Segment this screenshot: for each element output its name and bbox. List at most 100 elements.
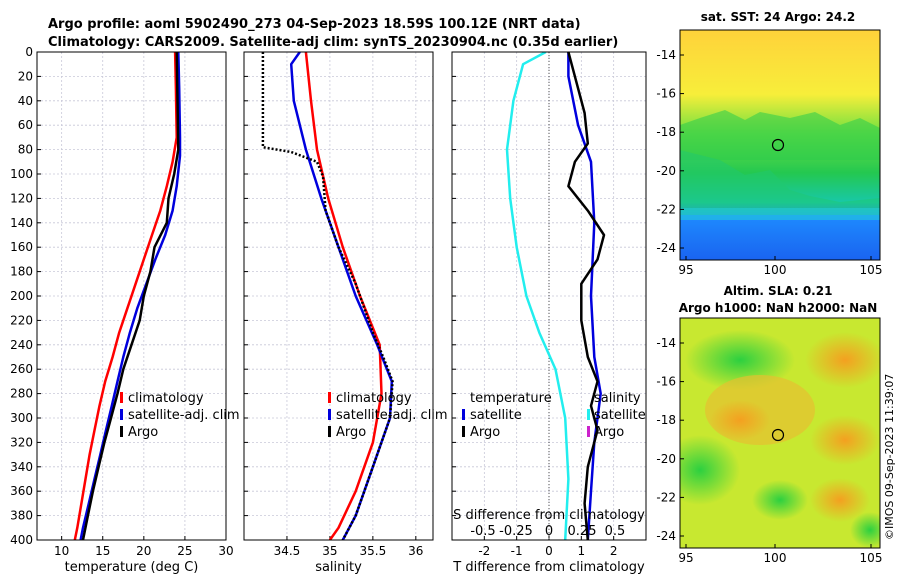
difference-panel: -2 -1 0 1 2 T difference from climatology temp… <box>451 51 647 575</box>
sla-map-title-2: Argo h1000: NaN h2000: NaN <box>679 301 878 315</box>
y-tick-label: 160 <box>10 240 33 254</box>
y-tick-label: 120 <box>10 191 33 205</box>
legend-label: satellite <box>470 408 522 423</box>
x-tick-label: 30 <box>218 544 233 558</box>
y-tick-label: 260 <box>10 362 33 376</box>
map-y-tick-label: -24 <box>656 241 676 255</box>
y-tick-label: 140 <box>10 216 33 230</box>
legend-label: salinity <box>594 391 641 406</box>
map-x-tick-label: 100 <box>764 263 787 277</box>
x-tick-label: 10 <box>54 544 69 558</box>
legend-label: satellite-adj. clim <box>128 408 240 423</box>
legend-swatch <box>328 409 331 420</box>
plot-frame <box>451 51 647 541</box>
y-tick-label: 320 <box>10 435 33 449</box>
s-tick-label: 0.5 <box>605 524 626 539</box>
x-tick-label: 2 <box>610 544 618 558</box>
map-y-tick-label: -18 <box>656 125 676 139</box>
legend-swatch <box>120 392 123 403</box>
x-tick-label: 1 <box>578 544 586 558</box>
s-tick-label: 0.25 <box>568 524 597 539</box>
map-y-tick-label: -18 <box>656 413 676 427</box>
y-tick-label: 100 <box>10 167 33 181</box>
map-x-tick-label: 95 <box>678 263 693 277</box>
sla-map-frame <box>679 317 881 549</box>
x-tick-label: 34.5 <box>274 544 301 558</box>
s-tick-label: -0.5 <box>470 524 495 539</box>
legend-label: Argo <box>128 425 158 440</box>
sst-argo-location-marker <box>771 138 785 152</box>
sst-map-image <box>680 30 880 260</box>
legend-label: Argo <box>470 425 500 440</box>
map-y-tick-label: -20 <box>656 452 676 466</box>
y-tick-label: 180 <box>10 265 33 279</box>
legend-label: satellite <box>594 408 646 423</box>
legend-swatch <box>462 426 465 437</box>
x-tick-label: 36 <box>408 544 423 558</box>
x-axis-label: T difference from climatology <box>452 560 645 575</box>
sla-argo-location-marker <box>771 428 785 442</box>
y-tick-label: 60 <box>18 118 33 132</box>
y-tick-label: 20 <box>18 69 33 83</box>
sla-map-image <box>680 318 880 548</box>
legend-label: climatology <box>336 391 412 406</box>
legend-swatch <box>120 409 123 420</box>
legend-label: temperature <box>470 391 552 406</box>
x-tick-label: 35 <box>322 544 337 558</box>
legend-label: Argo <box>336 425 366 440</box>
plot-frame <box>36 51 227 541</box>
map-x-tick-label: 95 <box>678 551 693 565</box>
y-tick-label: 240 <box>10 338 33 352</box>
sst-map-frame <box>679 29 881 261</box>
s-tick-label: 0 <box>545 524 553 539</box>
map-y-tick-label: -16 <box>656 87 676 101</box>
series-line-argo <box>261 52 394 540</box>
x-tick-label: 0 <box>545 544 553 558</box>
map-x-tick-label: 105 <box>860 263 883 277</box>
legend-swatch <box>587 409 590 420</box>
series-group <box>73 52 182 540</box>
series-group <box>505 52 606 540</box>
map-x-tick-label: 105 <box>860 551 883 565</box>
legend-swatch <box>587 426 590 437</box>
x-tick-label: -1 <box>511 544 523 558</box>
y-tick-label: 200 <box>10 289 33 303</box>
legend-swatch <box>462 409 465 420</box>
legend-label: Argo <box>594 425 624 440</box>
series-line-argo <box>81 52 180 540</box>
series-line-s-argo <box>567 52 606 540</box>
plot-frame <box>243 51 434 541</box>
legend-swatch <box>328 392 331 403</box>
map-y-tick-label: -14 <box>656 48 676 62</box>
sst-map-title: sat. SST: 24 Argo: 24.2 <box>701 10 855 24</box>
map-x-tick-label: 100 <box>764 551 787 565</box>
y-tick-label: 0 <box>25 45 33 59</box>
y-tick-label: 340 <box>10 460 33 474</box>
x-axis-label: salinity <box>315 560 362 575</box>
temperature-panel: 10 15 20 25 30020406080100120140160180200220… <box>10 45 240 575</box>
y-tick-label: 380 <box>10 509 33 523</box>
title-line-2: Climatology: CARS2009. Satellite-adj cli… <box>48 35 618 50</box>
sst-map-axes: 95 100 105 -14 -16 -18 -20 -22 -24 <box>656 48 882 277</box>
sla-map-axes: 95 100 105 -14 -16 -18 -20 -22 -24 <box>656 336 882 565</box>
x-tick-label: 20 <box>136 544 151 558</box>
y-tick-label: 300 <box>10 411 33 425</box>
y-tick-label: 280 <box>10 387 33 401</box>
x-tick-label: -2 <box>478 544 490 558</box>
y-tick-label: 360 <box>10 484 33 498</box>
legend-swatch <box>328 426 331 437</box>
x-tick-label: 15 <box>95 544 110 558</box>
x-axis-label: temperature (deg C) <box>65 560 199 575</box>
series-line-t-satellite <box>505 52 570 540</box>
x-tick-label: 35.5 <box>360 544 387 558</box>
y-tick-label: 400 <box>10 533 33 547</box>
map-y-tick-label: -14 <box>656 336 676 350</box>
title-line-1: Argo profile: aoml 5902490_273 04-Sep-20… <box>48 17 581 32</box>
y-tick-label: 80 <box>18 143 33 157</box>
y-tick-label: 40 <box>18 94 33 108</box>
s-axis-label: S difference from climatology <box>453 508 645 523</box>
series-line-s-satellite <box>567 52 602 540</box>
s-tick-label: -0.25 <box>499 524 533 539</box>
imos-credit: ©IMOS 09-Sep-2023 11:39:07 <box>883 374 896 540</box>
map-y-tick-label: -22 <box>656 202 676 216</box>
